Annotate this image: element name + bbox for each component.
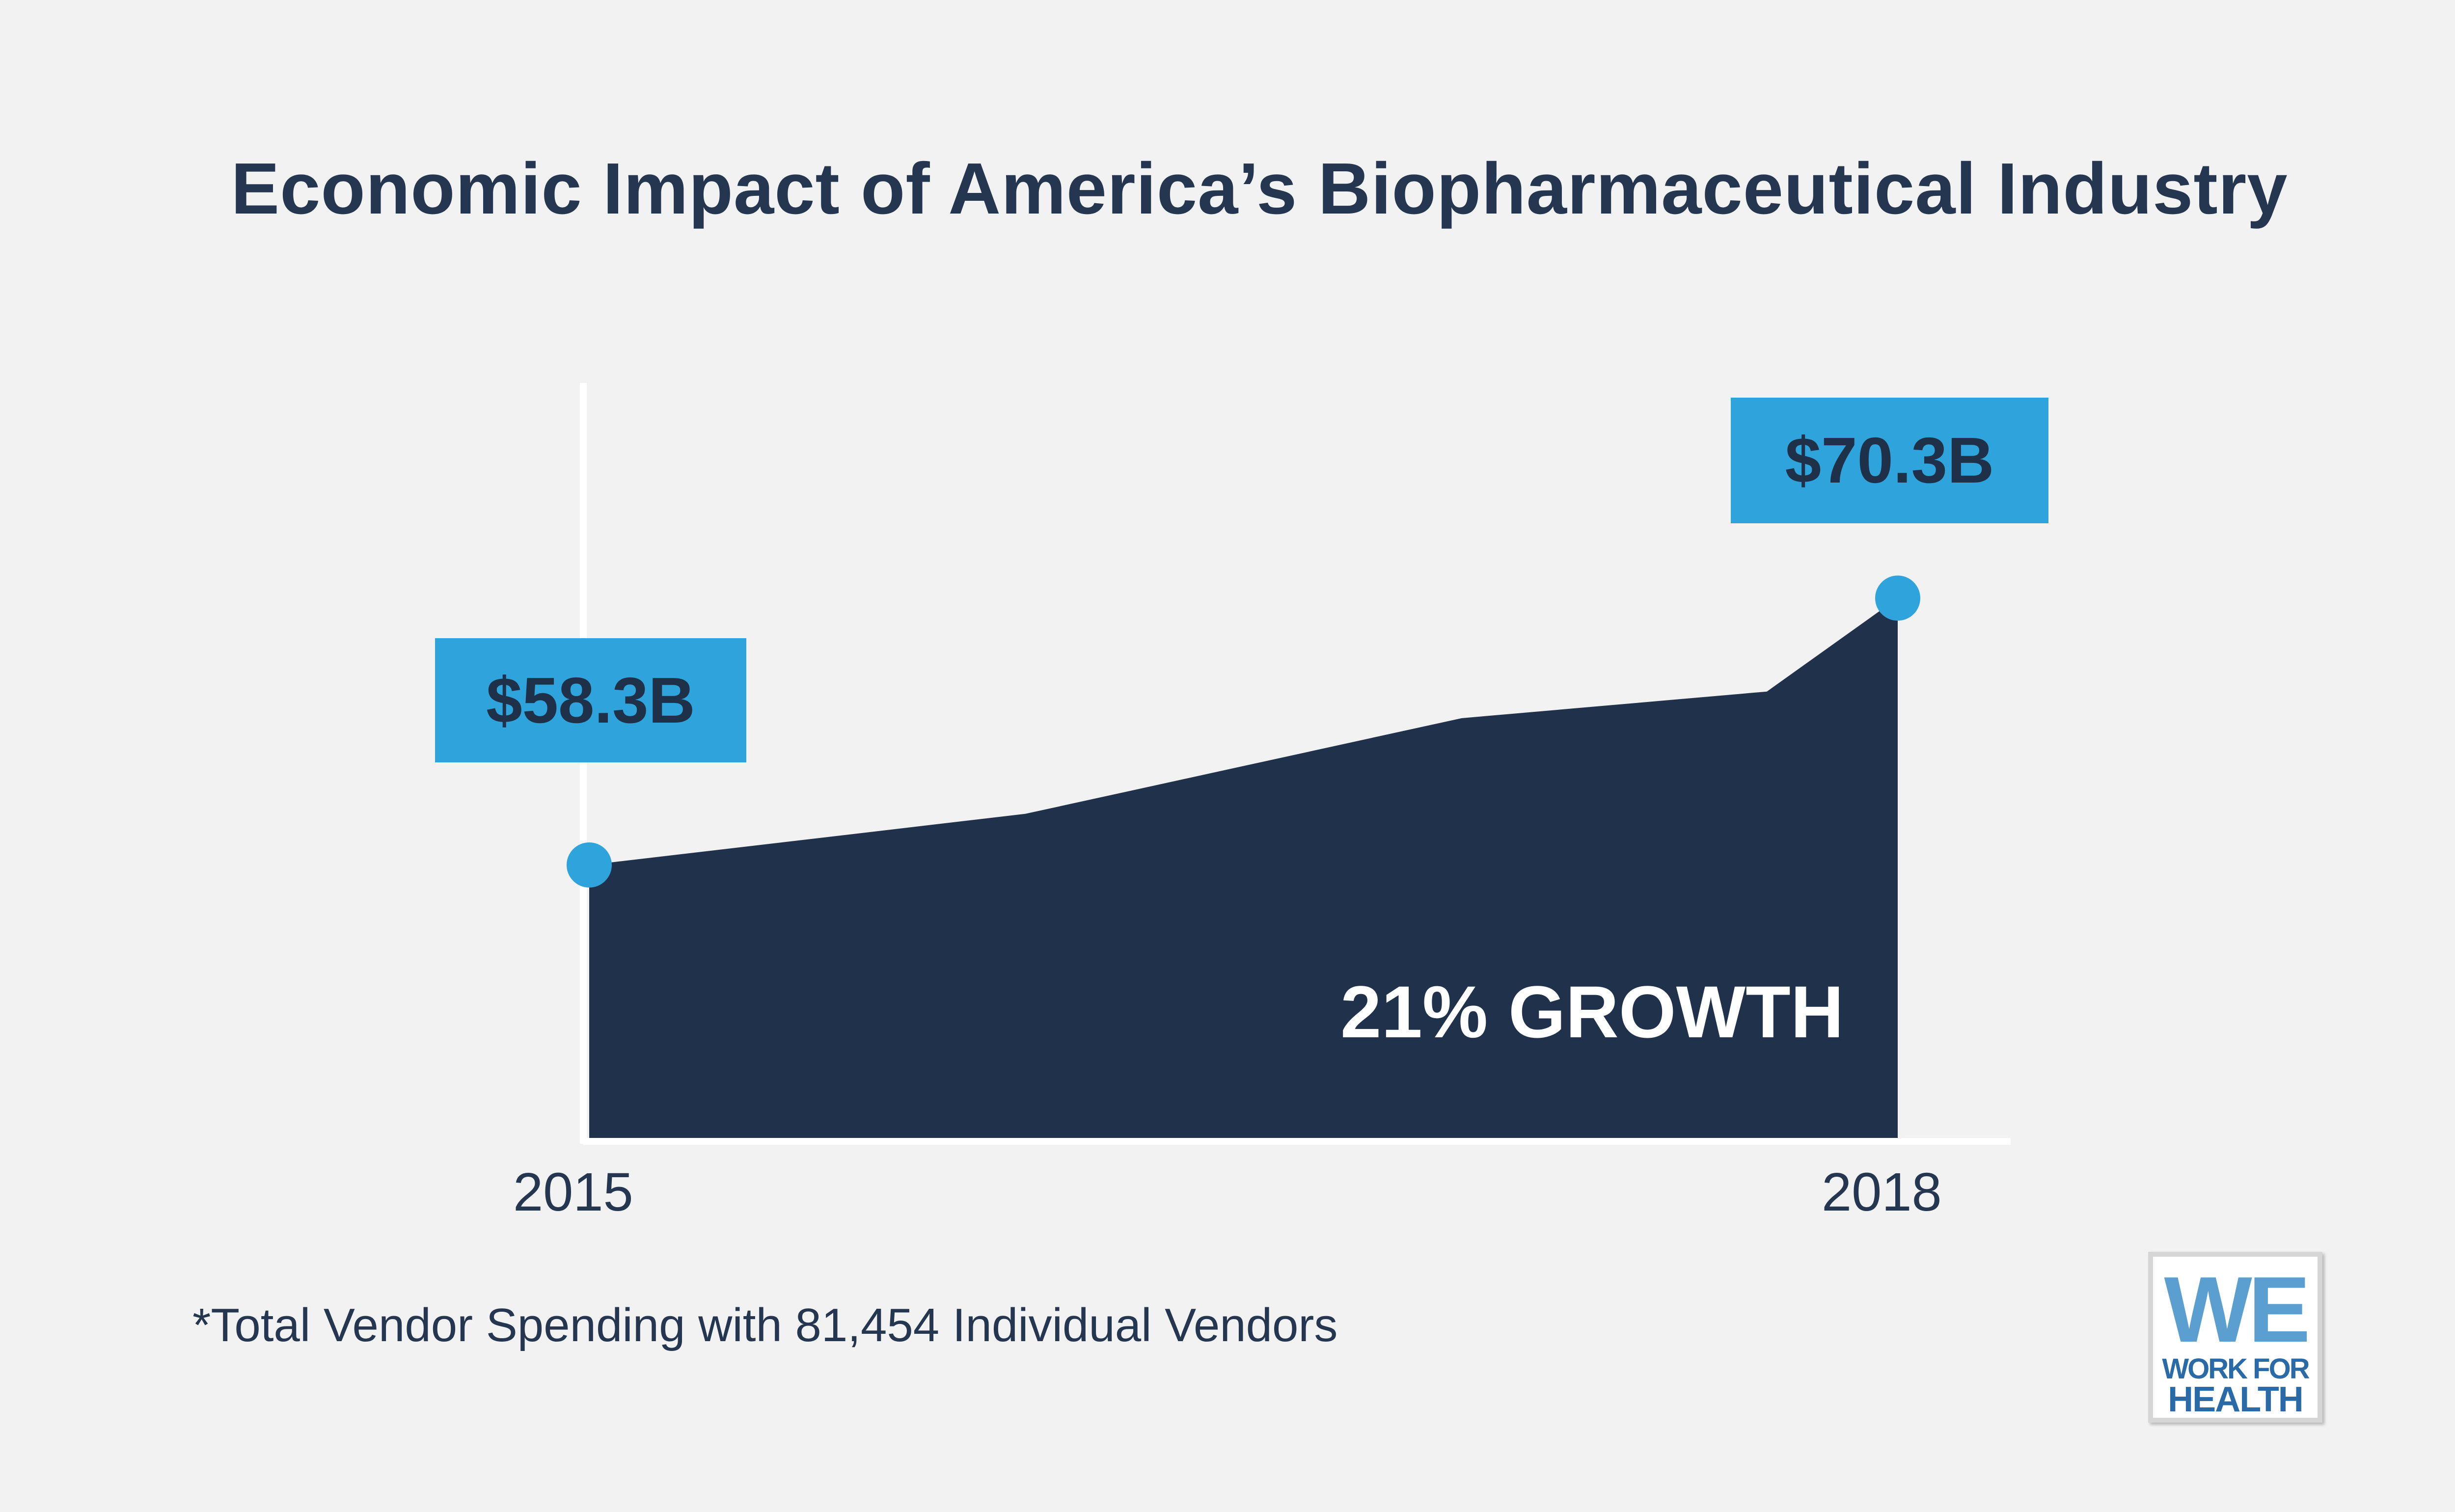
data-markers xyxy=(567,575,1920,888)
logo-health: HEALTH xyxy=(2168,1380,2304,1419)
growth-annotation: 21% GROWTH xyxy=(1340,971,1844,1053)
footnote: *Total Vendor Spending with 81,454 Indiv… xyxy=(192,1299,1338,1351)
data-point-2018 xyxy=(1875,575,1920,621)
we-work-for-health-logo: WE WORK FOR HEALTH xyxy=(2148,1252,2322,1423)
x-tick-2018: 2018 xyxy=(1822,1162,1942,1222)
x-tick-2015: 2015 xyxy=(513,1162,633,1222)
logo-we: WE xyxy=(2164,1258,2310,1362)
chart-title: Economic Impact of America’s Biopharmace… xyxy=(231,148,2288,229)
growth-area xyxy=(589,598,1898,1138)
value-label-2015: $58.3B xyxy=(435,638,746,762)
value-label-2018: $70.3B xyxy=(1731,398,2048,523)
data-point-2015 xyxy=(567,842,612,888)
logo-work-for: WORK FOR xyxy=(2162,1353,2310,1385)
